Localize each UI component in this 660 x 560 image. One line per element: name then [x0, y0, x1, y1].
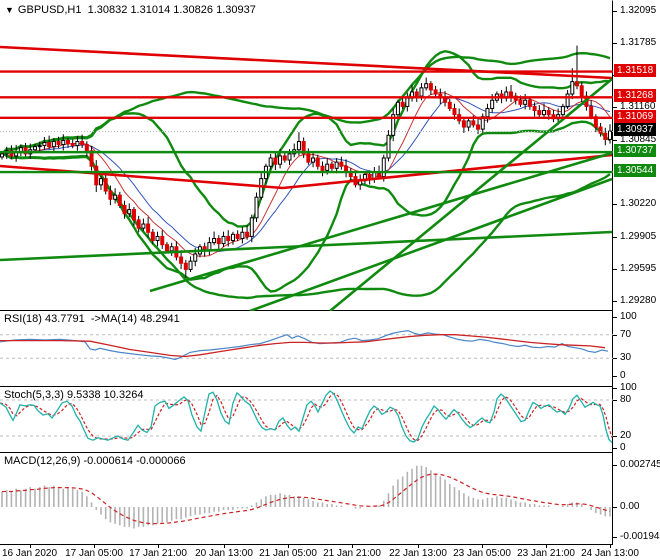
scale-tick-mark — [613, 400, 617, 401]
chart-title: ▼ GBPUSD,H1 1.30832 1.31014 1.30826 1.309… — [5, 4, 256, 16]
time-tick-mark — [546, 545, 547, 548]
time-axis-label: 23 Jan 05:00 — [453, 548, 511, 559]
time-tick-mark — [94, 545, 95, 548]
price-tick-label: 1.32095 — [620, 5, 657, 16]
time-axis-label: 16 Jan 2020 — [2, 548, 58, 559]
time-axis-label: 17 Jan 21:00 — [129, 548, 187, 559]
price-tag-resistance: 1.31268 — [614, 89, 657, 102]
stoch-tick-label: 80 — [620, 394, 632, 405]
time-tick-mark — [30, 545, 31, 548]
price-tick-label: 1.30220 — [620, 198, 657, 209]
scale-tick-mark — [613, 335, 617, 336]
scale-tick-mark — [613, 237, 617, 238]
price-tag-resistance: 1.31518 — [614, 64, 657, 77]
stochastic-panel: Stoch(5,3,3) 9.5338 10.3264 — [0, 387, 613, 453]
scale-tick-mark — [613, 301, 617, 302]
rsi-tick-label: 30 — [620, 352, 632, 363]
time-axis-label: 22 Jan 13:00 — [389, 548, 447, 559]
time-axis-label: 20 Jan 13:00 — [195, 548, 253, 559]
ohlc-values: 1.30832 1.31014 1.30826 1.30937 — [87, 4, 256, 16]
price-scale[interactable]: 1.320951.317851.314701.311601.308451.302… — [613, 0, 660, 545]
scale-tick-mark — [613, 436, 617, 437]
rsi-label: RSI(18) 43.7791 ->MA(14) 48.2941 — [4, 313, 180, 325]
scale-tick-mark — [613, 11, 617, 12]
price-tag-resistance: 1.31069 — [614, 110, 657, 123]
time-axis-label: 21 Jan 05:00 — [259, 548, 317, 559]
stoch-tick-label: 0 — [620, 442, 626, 453]
main-chart-canvas[interactable] — [0, 1, 613, 311]
scale-tick-mark — [613, 269, 617, 270]
stoch-tick-label: 100 — [620, 382, 637, 393]
stoch-tick-label: 20 — [620, 430, 632, 441]
rsi-canvas[interactable] — [0, 311, 613, 386]
macd-tick-label: -0.001945 — [620, 531, 660, 542]
price-tag-support: 1.30544 — [614, 164, 657, 177]
main-chart-panel: ▼ GBPUSD,H1 1.30832 1.31014 1.30826 1.309… — [0, 0, 613, 311]
time-tick-mark — [482, 545, 483, 548]
macd-tick-label: 0.002745 — [620, 459, 660, 470]
scale-tick-mark — [613, 204, 617, 205]
price-tick-label: 1.31160 — [620, 101, 656, 112]
price-tick-label: 1.30845 — [620, 134, 657, 145]
current-price-tag: 1.30937 — [614, 123, 657, 136]
scale-tick-mark — [613, 107, 617, 108]
time-axis-label: 24 Jan 13:00 — [581, 548, 639, 559]
scale-tick-mark — [613, 358, 617, 359]
price-tick-label: 1.29280 — [620, 295, 657, 306]
rsi-tick-label: 0 — [620, 370, 626, 381]
scale-tick-mark — [613, 537, 617, 538]
time-axis-label: 23 Jan 21:00 — [517, 548, 575, 559]
time-axis[interactable]: 16 Jan 2020 17 Jan 05:00 17 Jan 21:00 20 Ja… — [0, 545, 660, 560]
scale-tick-mark — [613, 507, 617, 508]
macd-label: MACD(12,26,9) -0.000614 -0.000066 — [4, 455, 186, 467]
scale-tick-mark — [613, 465, 617, 466]
scale-tick-mark — [613, 317, 617, 318]
time-tick-mark — [610, 545, 611, 548]
time-axis-label: 17 Jan 05:00 — [65, 548, 123, 559]
rsi-panel: RSI(18) 43.7791 ->MA(14) 48.2941 — [0, 311, 613, 387]
price-tick-label: 1.29595 — [620, 263, 657, 274]
time-tick-mark — [288, 545, 289, 548]
time-tick-mark — [158, 545, 159, 548]
time-tick-mark — [224, 545, 225, 548]
rsi-tick-label: 70 — [620, 329, 632, 340]
symbol-timeframe: GBPUSD,H1 — [17, 4, 82, 16]
macd-canvas[interactable] — [0, 453, 613, 544]
price-tick-label: 1.31785 — [620, 37, 657, 48]
scale-tick-mark — [613, 388, 617, 389]
rsi-tick-label: 100 — [620, 311, 637, 322]
scale-tick-mark — [613, 43, 617, 44]
scale-tick-mark — [613, 448, 617, 449]
price-tick-label: 1.29905 — [620, 231, 657, 242]
stochastic-canvas[interactable] — [0, 387, 613, 452]
scale-tick-mark — [613, 376, 617, 377]
price-tag-support: 1.30737 — [614, 144, 657, 157]
time-axis-label: 21 Jan 21:00 — [323, 548, 381, 559]
time-tick-mark — [352, 545, 353, 548]
scale-tick-mark — [613, 140, 617, 141]
symbol-dropdown-icon[interactable]: ▼ — [5, 5, 14, 15]
time-tick-mark — [418, 545, 419, 548]
stochastic-label: Stoch(5,3,3) 9.5338 10.3264 — [4, 389, 144, 401]
macd-tick-label: 0.00 — [620, 501, 640, 512]
macd-panel: MACD(12,26,9) -0.000614 -0.000066 — [0, 453, 613, 545]
